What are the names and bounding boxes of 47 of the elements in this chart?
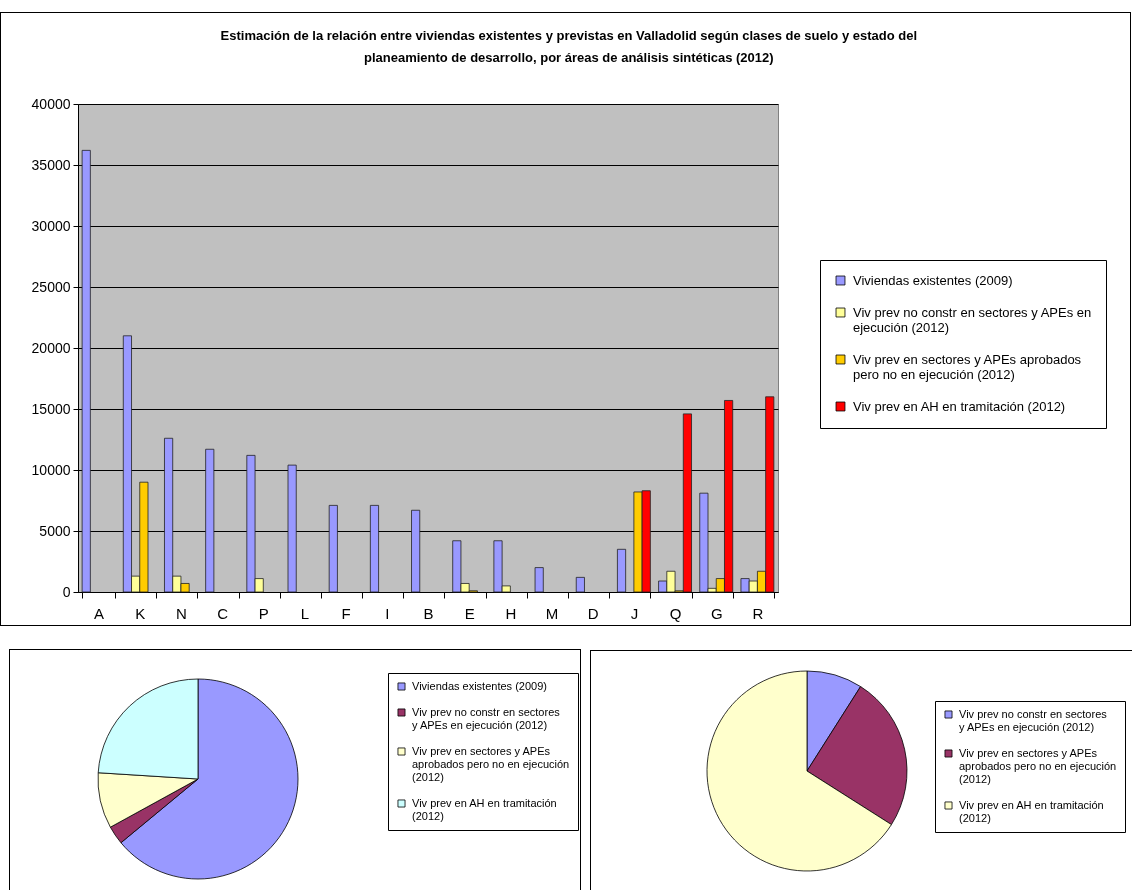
x-tick-label: I — [385, 604, 390, 622]
y-tick-label: 25000 — [31, 278, 71, 295]
bar — [617, 548, 627, 593]
legend-label: Viv prev en sectores y APEs aprobados pero no en ejecución (2012) — [853, 351, 1082, 382]
y-tick-label: 5000 — [39, 522, 71, 539]
x-tick-label: D — [587, 604, 599, 622]
x-tick-label: A — [94, 604, 105, 622]
bar — [411, 509, 421, 593]
x-tick-label: J — [630, 604, 639, 622]
bar — [328, 504, 338, 593]
x-tick-label: F — [341, 604, 351, 622]
legend-label: Viv prev en AH en tramitación (2012) — [853, 398, 1066, 414]
x-tick-label: E — [464, 604, 475, 622]
bar — [534, 567, 544, 593]
x-tick-label: H — [505, 604, 517, 622]
legend-label: Viv prev en AH en tramitación (2012) — [412, 796, 557, 822]
y-tick-label: 20000 — [31, 339, 71, 356]
x-tick-label: Q — [669, 604, 682, 622]
legend-label: Viv prev no constr en sectores y APEs en ejecución (2012) — [853, 304, 1092, 335]
x-tick-label: K — [135, 604, 146, 622]
legend-label: Viv prev no constr en sectores y APEs en ejecución (2012) — [412, 705, 561, 731]
legend-label: Viv prev en AH en tramitación (2012) — [959, 798, 1104, 824]
x-tick-label: G — [710, 604, 723, 622]
bar — [369, 504, 379, 593]
bar — [575, 576, 585, 593]
bar — [287, 464, 297, 593]
x-tick-label: P — [258, 604, 269, 622]
legend-label: Viviendas existentes (2009) — [412, 679, 547, 692]
legend-label: Viv prev en sectores y APEs aprobados pero no en ejecución (2012) — [412, 744, 570, 783]
x-tick-label: M — [545, 604, 559, 622]
x-tick-label: B — [423, 604, 434, 622]
y-tick-label: 0 — [62, 583, 71, 600]
x-tick-label: L — [300, 604, 310, 622]
legend-label: Viv prev en sectores y APEs aprobados pero no en ejecución (2012) — [959, 746, 1117, 785]
bar — [205, 448, 215, 593]
y-tick-label: 15000 — [31, 400, 71, 417]
y-tick-label: 10000 — [31, 461, 71, 478]
x-tick-label: N — [176, 604, 187, 622]
y-tick-label: 40000 — [31, 95, 71, 112]
bar — [81, 149, 91, 593]
legend-label: Viviendas existentes (2009) — [853, 272, 1013, 288]
x-tick-label: R — [752, 604, 764, 622]
x-tick-label: C — [217, 604, 229, 622]
y-tick-label: 35000 — [31, 156, 71, 173]
legend-label: Viv prev no constr en sectores y APEs en ejecución (2012) — [959, 707, 1108, 733]
y-tick-label: 30000 — [31, 217, 71, 234]
chart-title: Estimación de la relación entre viviendas existentes y previstas en Valladolid según clases de suelo y estado del planeamiento de desarrollo, por áreas de análisis sintéticas (2012) — [220, 28, 918, 65]
